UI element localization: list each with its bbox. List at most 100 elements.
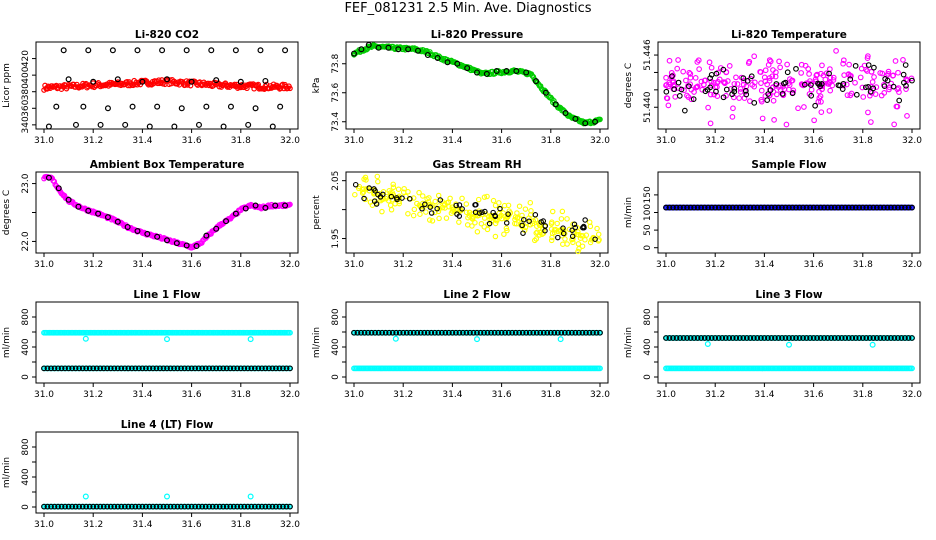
data-point xyxy=(482,208,488,215)
data-point xyxy=(762,67,769,74)
data-point xyxy=(526,329,533,336)
data-point xyxy=(712,335,719,341)
data-point xyxy=(277,103,284,110)
data-point xyxy=(160,503,167,510)
data-point xyxy=(206,365,213,372)
data-point xyxy=(751,53,758,60)
x-tick-label: 31.6 xyxy=(804,136,824,146)
data-point xyxy=(411,206,418,213)
data-point xyxy=(438,329,445,336)
data-point xyxy=(740,75,747,81)
data-point xyxy=(203,103,210,110)
data-point xyxy=(111,503,118,510)
data-point xyxy=(572,115,579,122)
data-point xyxy=(456,219,462,225)
data-point xyxy=(775,335,782,341)
data-point xyxy=(241,365,248,372)
data-point xyxy=(663,95,670,101)
data-point xyxy=(501,231,507,237)
data-point xyxy=(143,503,149,510)
data-point xyxy=(470,329,477,336)
y-tick-label: 22.0 xyxy=(21,231,31,251)
y-axis-label: percent xyxy=(312,195,322,230)
data-point xyxy=(680,335,687,341)
data-point xyxy=(562,110,569,117)
data-point xyxy=(558,216,565,222)
data-point xyxy=(708,204,715,211)
data-point xyxy=(845,204,852,211)
data-point xyxy=(733,74,739,81)
data-point xyxy=(592,118,599,125)
data-point xyxy=(134,228,141,235)
data-point xyxy=(877,335,884,341)
data-point xyxy=(276,503,283,510)
data-point xyxy=(845,335,852,341)
data-point xyxy=(519,329,526,336)
x-tick-label: 31.2 xyxy=(705,390,725,400)
data-point xyxy=(107,503,114,510)
data-point xyxy=(865,53,871,59)
data-point xyxy=(847,76,854,83)
data-point xyxy=(388,193,395,200)
data-point xyxy=(891,121,898,128)
data-point xyxy=(464,65,471,72)
data-point xyxy=(132,365,139,372)
y-axis-label: degrees C xyxy=(2,190,12,235)
data-point xyxy=(666,335,673,341)
data-point xyxy=(109,47,116,54)
data-point xyxy=(687,335,694,341)
data-point xyxy=(594,225,600,232)
data-point xyxy=(677,335,683,341)
data-point xyxy=(51,365,58,372)
y-axis-label: ml/min xyxy=(2,457,12,488)
x-tick-label: 31.2 xyxy=(83,260,103,270)
data-point xyxy=(463,209,470,216)
data-point xyxy=(796,335,803,341)
y-tick-label: 73.8 xyxy=(331,53,341,73)
data-point xyxy=(562,236,568,242)
data-point xyxy=(490,197,497,204)
plot-frame xyxy=(35,431,299,514)
data-point xyxy=(757,204,764,211)
data-point xyxy=(436,205,443,212)
data-point xyxy=(746,58,753,65)
data-point xyxy=(782,204,789,211)
x-tick-label: 31.0 xyxy=(344,260,364,270)
data-point xyxy=(549,234,555,241)
data-point xyxy=(104,214,111,221)
data-point xyxy=(835,204,842,211)
data-point xyxy=(262,204,269,211)
data-point xyxy=(903,86,909,92)
y-tick-label: 50 xyxy=(643,224,653,236)
data-point xyxy=(761,204,768,211)
data-point xyxy=(58,503,65,510)
chart-title: Line 3 Flow xyxy=(755,289,822,301)
data-point xyxy=(542,89,549,96)
data-point xyxy=(747,335,754,341)
series-samples xyxy=(351,329,603,336)
data-point xyxy=(587,239,594,246)
data-point xyxy=(537,229,543,236)
data-point xyxy=(831,204,838,211)
data-point xyxy=(853,91,860,98)
data-point xyxy=(273,365,279,372)
data-point xyxy=(492,202,499,209)
data-point xyxy=(670,204,676,211)
data-point xyxy=(122,121,129,128)
x-tick-label: 31.0 xyxy=(656,260,676,270)
data-point xyxy=(555,234,561,241)
data-point xyxy=(786,86,792,93)
data-point xyxy=(856,204,863,211)
series-outliers xyxy=(704,341,876,348)
x-tick-label: 31.6 xyxy=(492,260,512,270)
data-point xyxy=(386,198,392,204)
data-point xyxy=(807,335,813,341)
data-point xyxy=(257,47,264,54)
data-point xyxy=(595,231,602,238)
data-point xyxy=(873,204,880,211)
series-2.5-min-mean xyxy=(351,329,603,336)
y-tick-label: 100 xyxy=(643,204,653,221)
data-point xyxy=(262,365,269,372)
data-point xyxy=(565,329,572,336)
data-point xyxy=(459,195,465,202)
